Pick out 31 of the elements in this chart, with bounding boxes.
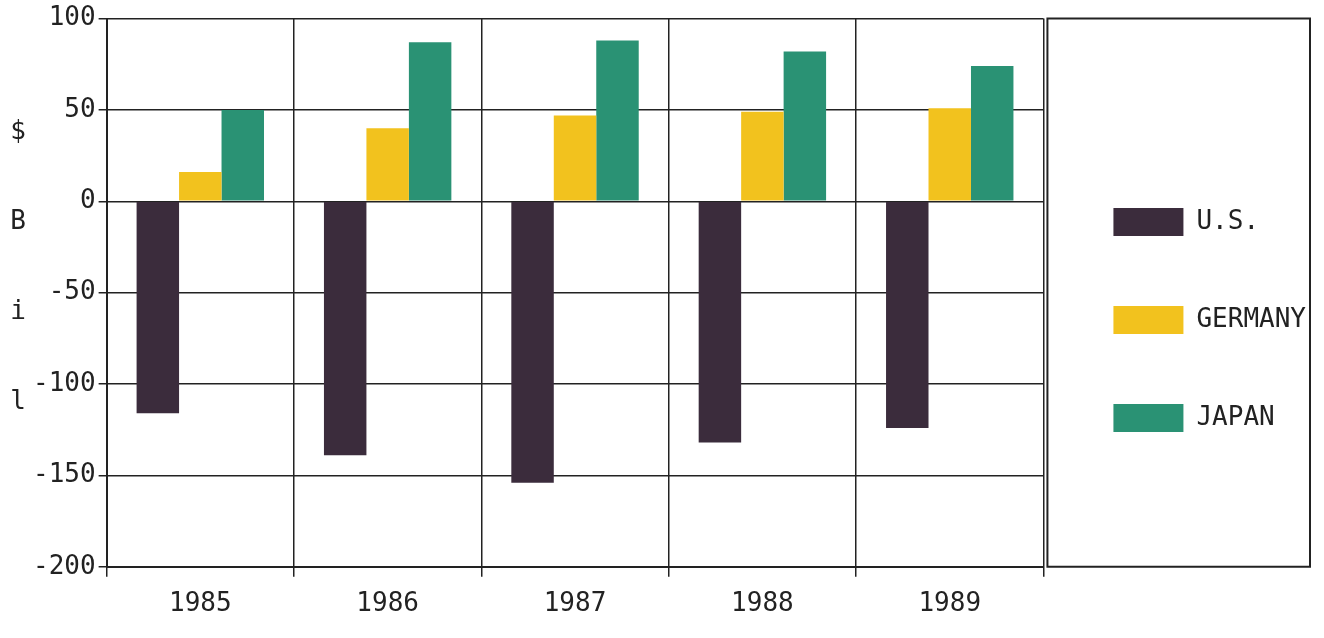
y-tick-label: 100 — [48, 1, 96, 32]
bar — [511, 202, 554, 483]
y-tick-label: 0 — [79, 184, 96, 215]
legend-label: U.S. — [1196, 204, 1260, 235]
text: $ Bil — [10, 115, 26, 415]
bar — [970, 66, 1014, 201]
x-tick-label: 1989 — [918, 587, 982, 618]
bar — [741, 111, 784, 201]
bar — [596, 40, 639, 201]
bar — [323, 202, 367, 456]
x-tick-label: 1986 — [356, 587, 419, 618]
bar — [136, 202, 180, 414]
x-tick-label: 1988 — [731, 587, 794, 618]
bar — [408, 42, 452, 201]
y-tick-label: -150 — [32, 458, 96, 489]
bar — [553, 115, 597, 201]
bar — [928, 108, 971, 201]
bar — [179, 172, 222, 201]
bar — [698, 202, 742, 443]
y-tick-label: 50 — [64, 92, 96, 123]
y-tick-label: -50 — [48, 275, 96, 306]
bar — [886, 202, 929, 428]
bar — [366, 128, 409, 201]
x-tick-label: 1985 — [168, 587, 232, 618]
bar — [783, 51, 827, 201]
bar — [221, 109, 264, 201]
x-tick-label: 1987 — [543, 587, 607, 618]
legend-label: GERMANY — [1196, 302, 1307, 333]
y-tick-label: -100 — [32, 366, 96, 397]
legend-label: JAPAN — [1196, 400, 1275, 431]
y-tick-label: -200 — [32, 549, 96, 580]
